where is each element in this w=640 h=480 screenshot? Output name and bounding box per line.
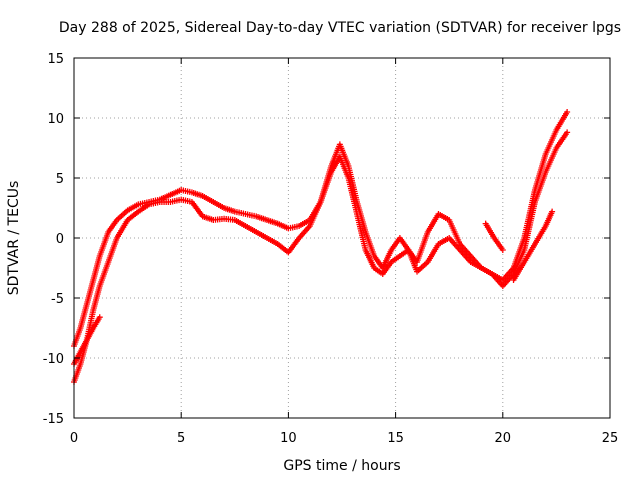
x-tick-label: 0 bbox=[70, 431, 78, 446]
data-points bbox=[71, 109, 571, 385]
x-tick-label: 10 bbox=[280, 431, 297, 446]
y-tick-label: -5 bbox=[51, 292, 64, 307]
x-tick-label: 20 bbox=[495, 431, 512, 446]
y-tick-label: 0 bbox=[56, 232, 64, 247]
axis-ticks bbox=[73, 57, 611, 419]
y-tick-label: 5 bbox=[56, 172, 64, 187]
data-series-trace-c bbox=[71, 314, 103, 367]
y-tick-label: -10 bbox=[43, 352, 64, 367]
data-series-trace-d bbox=[482, 220, 506, 253]
x-tick-label: 25 bbox=[602, 431, 619, 446]
y-tick-label: 15 bbox=[47, 52, 64, 67]
y-tick-label: 10 bbox=[47, 112, 64, 127]
data-point bbox=[499, 247, 506, 253]
x-tick-labels: 0 5 10 15 20 25 bbox=[70, 431, 618, 446]
x-tick-label: 5 bbox=[177, 431, 185, 446]
y-tick-label: -15 bbox=[43, 412, 64, 427]
y-tick-labels: -15 -10 -5 0 5 10 15 bbox=[43, 52, 64, 427]
x-axis-label: GPS time / hours bbox=[283, 458, 400, 474]
grid-lines bbox=[74, 58, 610, 418]
data-point bbox=[96, 314, 103, 321]
data-series-trace-e bbox=[510, 208, 556, 283]
chart-title: Day 288 of 2025, Sidereal Day-to-day VTE… bbox=[59, 20, 621, 36]
data-series-trace-a bbox=[71, 109, 571, 349]
data-point bbox=[564, 109, 571, 115]
data-series-trace-b bbox=[71, 129, 571, 385]
y-axis-label: SDTVAR / TECUs bbox=[6, 181, 22, 296]
data-point bbox=[549, 208, 556, 215]
x-tick-label: 15 bbox=[387, 431, 404, 446]
data-point bbox=[564, 129, 571, 136]
